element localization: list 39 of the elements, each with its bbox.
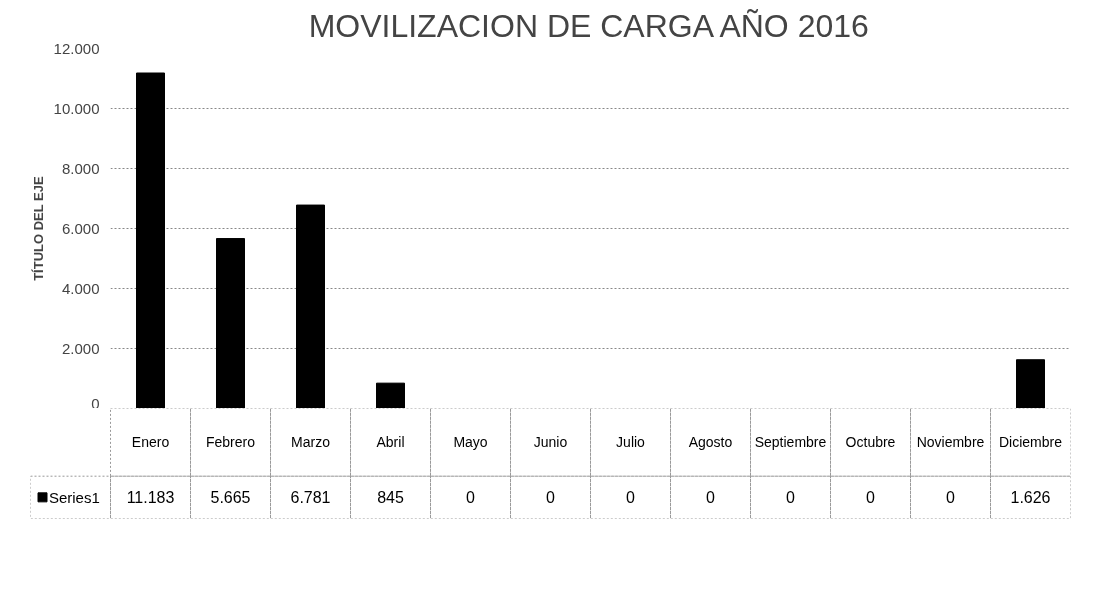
y-tick-label: 0	[91, 394, 100, 412]
legend-label: Series1	[48, 488, 100, 506]
x-tick-label: Enero	[131, 434, 170, 451]
x-tick-label: Octubre	[845, 434, 896, 451]
bar	[216, 238, 245, 408]
x-tick-label: Abril	[376, 434, 405, 451]
data-label: 0	[546, 489, 556, 507]
x-tick-label: Mayo	[453, 434, 488, 451]
x-tick-label: Junio	[533, 434, 568, 451]
y-tick-label: 6.000	[61, 219, 100, 237]
data-label: 845	[377, 489, 404, 507]
data-label: 1.626	[1010, 489, 1051, 507]
y-tick-label: 10.000	[53, 99, 100, 117]
x-tick-label: Septiembre	[754, 434, 827, 451]
y-tick-label: 12.000	[53, 39, 100, 57]
data-label: 0	[706, 489, 716, 507]
y-axis-title: TÍTULO DEL EJE	[30, 176, 46, 281]
data-label: 11.183	[126, 489, 175, 507]
x-tick-label: Agosto	[688, 434, 733, 451]
bar	[1016, 359, 1045, 408]
bar	[296, 204, 325, 408]
bar	[376, 382, 405, 408]
data-label: 6.781	[290, 489, 331, 507]
chart-title: MOVILIZACION DE CARGA AÑO 2016	[308, 7, 869, 44]
y-tick-label: 4.000	[61, 279, 100, 297]
x-tick-label: Febrero	[205, 434, 256, 451]
data-label: 0	[626, 489, 636, 507]
data-label: 0	[866, 489, 876, 507]
data-label: 0	[946, 489, 956, 507]
data-label: 5.665	[210, 489, 251, 507]
data-label: 0	[466, 489, 476, 507]
x-tick-label: Diciembre	[998, 434, 1063, 451]
x-tick-label: Marzo	[291, 434, 331, 451]
x-tick-label: Noviembre	[916, 434, 985, 451]
y-tick-label: 2.000	[61, 339, 100, 357]
x-tick-label: Julio	[616, 434, 646, 451]
data-label: 0	[786, 489, 796, 507]
y-tick-label: 8.000	[61, 159, 100, 177]
bar	[136, 72, 165, 408]
